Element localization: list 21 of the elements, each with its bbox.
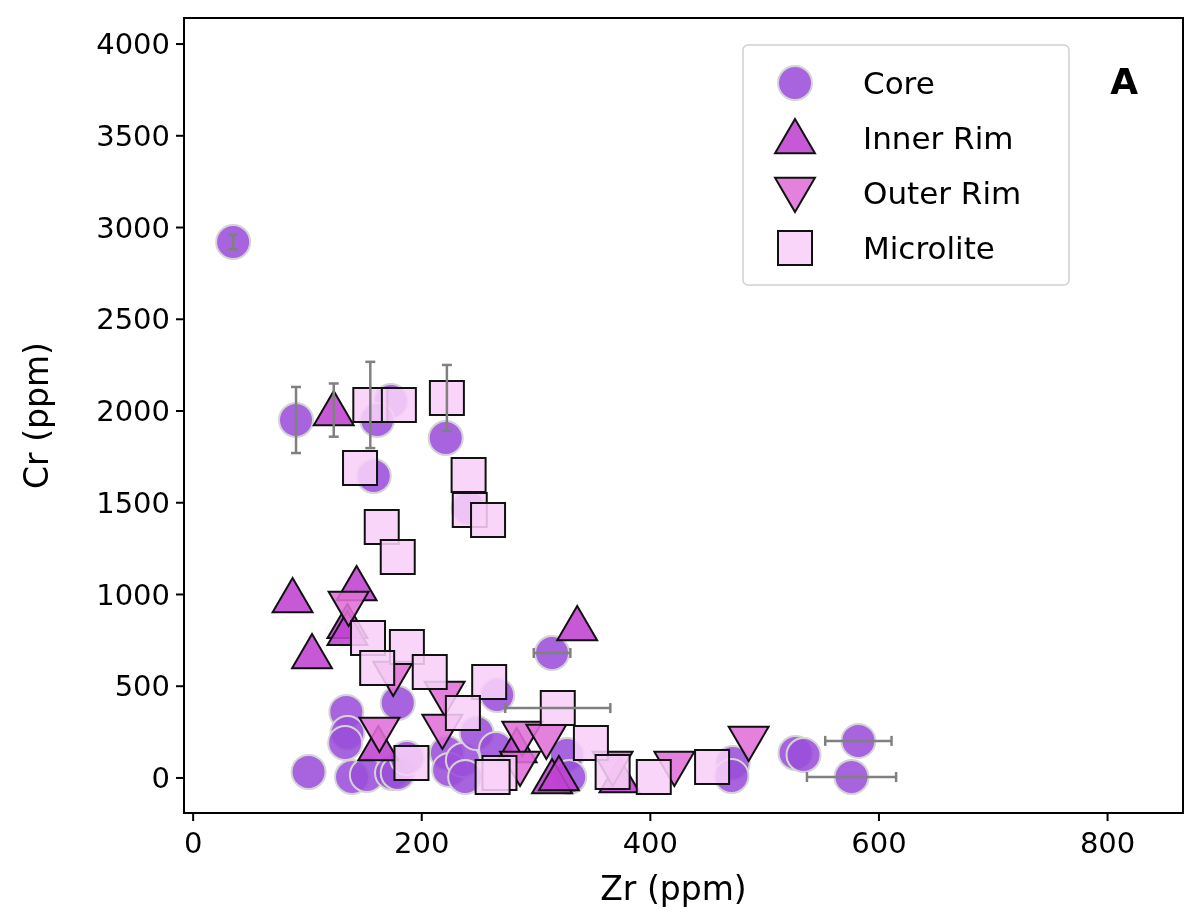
legend-label: Microlite: [863, 229, 995, 266]
y-tick-label: 2000: [96, 394, 170, 429]
x-tick-label: 400: [622, 826, 679, 860]
y-tick-label: 3500: [96, 118, 170, 153]
y-tick-label: 3000: [96, 210, 170, 245]
y-tick-label: 1500: [96, 485, 170, 520]
x-tick-label: 800: [1079, 826, 1136, 860]
annotation: A: [1110, 61, 1139, 102]
y-tick-label: 4000: [96, 27, 170, 62]
x-axis-title: Zr (ppm): [600, 869, 747, 908]
x-tick-label: 200: [394, 826, 450, 860]
legend-label: Outer Rim: [863, 174, 1022, 211]
y-tick-label: 500: [114, 669, 170, 704]
legend-label: Inner Rim: [863, 119, 1014, 156]
y-tick-label: 2500: [96, 302, 170, 337]
y-tick-label: 1000: [96, 577, 170, 612]
legend-label: Core: [863, 64, 935, 101]
x-tick-label: 0: [183, 826, 203, 860]
x-tick-label: 600: [851, 826, 907, 860]
y-tick-label: 0: [151, 761, 170, 796]
y-axis-title: Cr (ppm): [17, 342, 56, 489]
